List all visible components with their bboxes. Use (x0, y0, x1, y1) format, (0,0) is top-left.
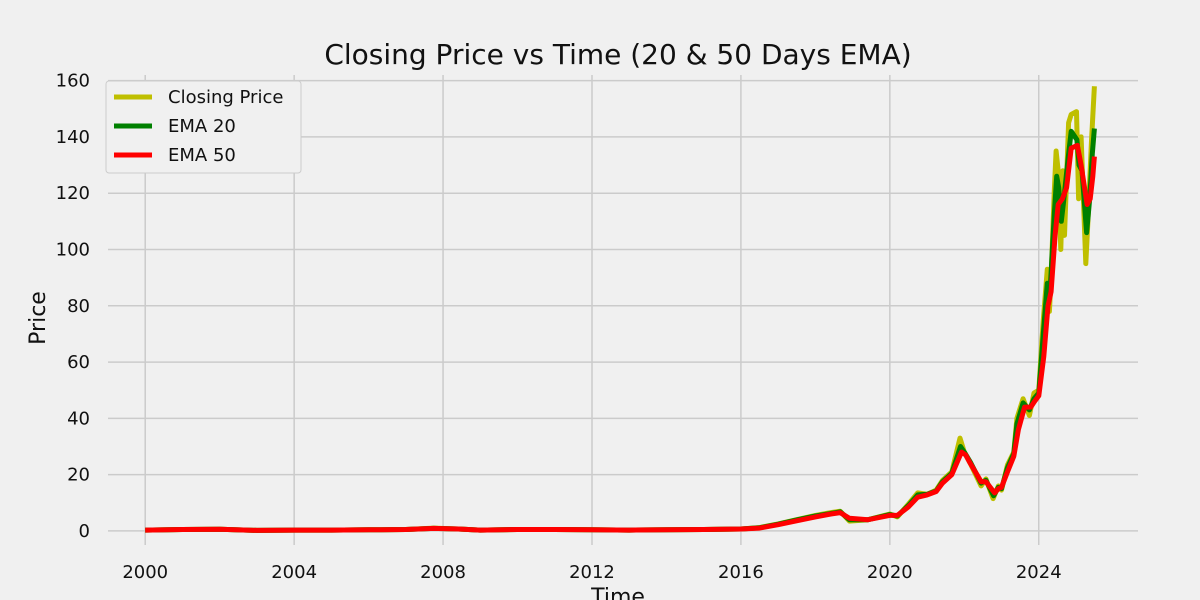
legend-label: EMA 50 (168, 145, 236, 166)
x-tick-label: 2004 (271, 562, 317, 583)
y-tick-label: 60 (67, 352, 90, 373)
x-tick-label: 2012 (569, 562, 615, 583)
x-tick-label: 2020 (867, 562, 913, 583)
y-tick-label: 40 (67, 408, 90, 429)
legend-box (105, 80, 302, 174)
y-tick-label: 0 (79, 521, 90, 542)
y-tick-label: 100 (56, 239, 90, 260)
x-axis-ticks: 2000 2004 2008 2012 2016 2020 2024 (122, 562, 1061, 583)
y-tick-label: 140 (56, 127, 90, 148)
y-tick-label: 80 (67, 296, 90, 317)
x-tick-label: 2000 (122, 562, 168, 583)
legend-label: EMA 20 (168, 116, 236, 137)
y-tick-label: 20 (67, 465, 90, 486)
series-layer (145, 86, 1097, 533)
y-tick-label: 160 (56, 71, 90, 92)
x-axis-label: Time (590, 585, 645, 600)
x-tick-label: 2024 (1016, 562, 1062, 583)
legend-label: Closing Price (168, 87, 283, 108)
series-line-ema-50 (145, 142, 1097, 533)
y-tick-label: 120 (56, 183, 90, 204)
legend: Closing Price EMA 20 EMA 50 (105, 80, 302, 174)
chart-title: Closing Price vs Time (20 & 50 Days EMA) (324, 38, 911, 71)
y-axis-ticks: 0 20 40 60 80 100 120 140 160 (56, 71, 90, 542)
x-tick-label: 2008 (420, 562, 466, 583)
y-axis-label: Price (26, 291, 51, 345)
x-tick-label: 2016 (718, 562, 764, 583)
